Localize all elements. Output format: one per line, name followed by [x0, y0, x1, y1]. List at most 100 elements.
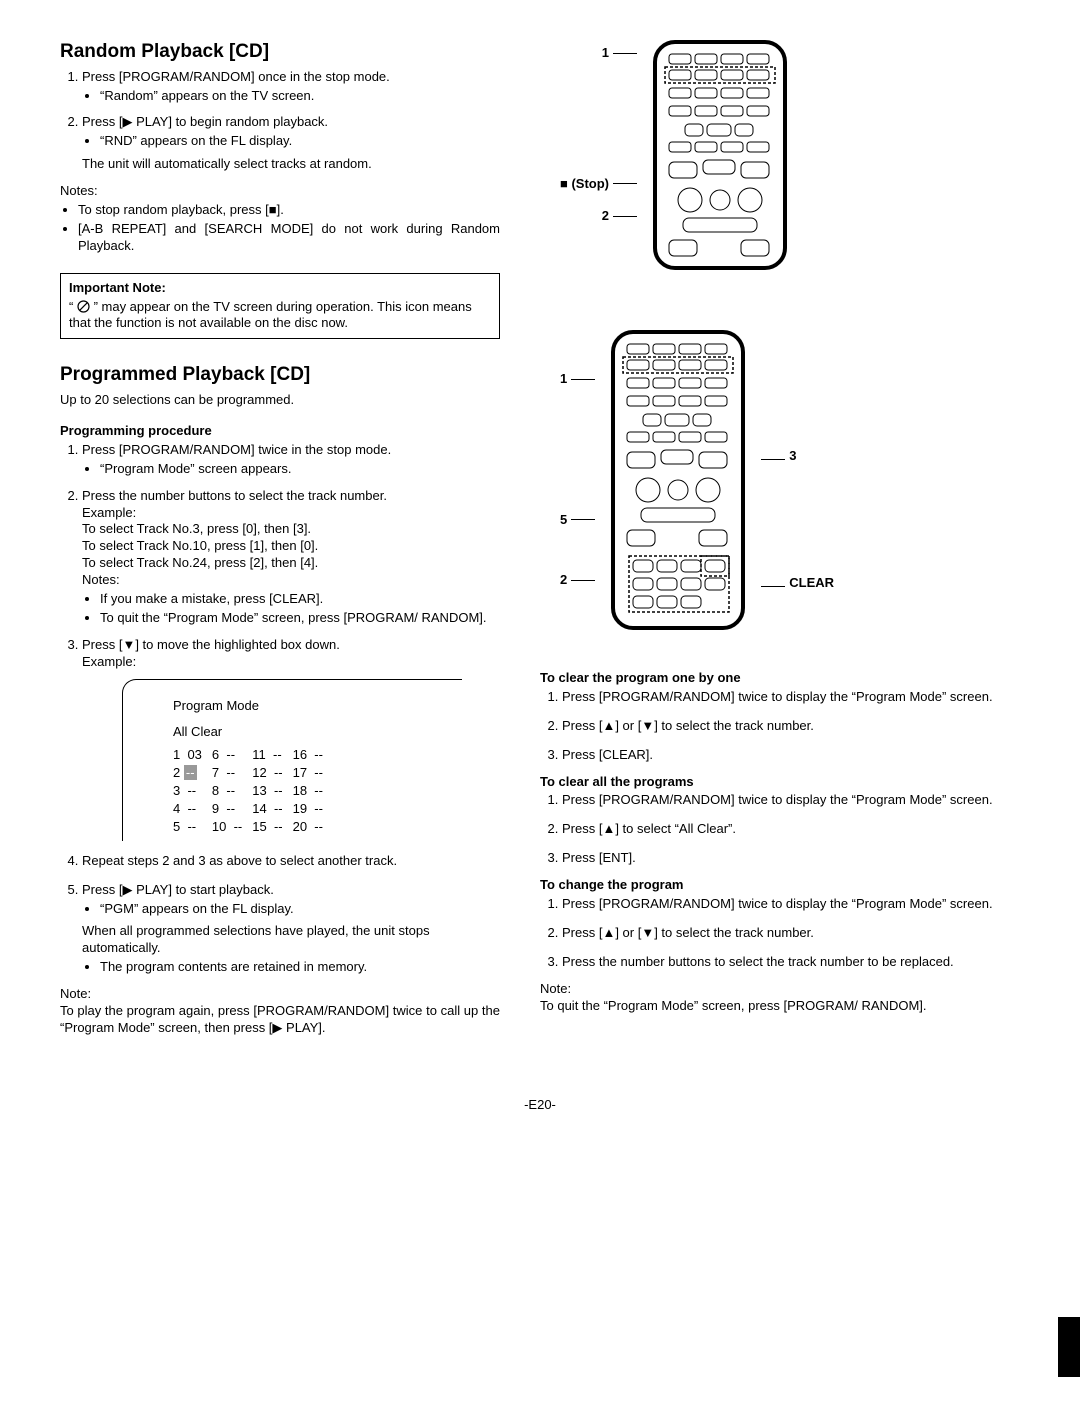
- step: Press [PROGRAM/RANDOM] twice to display …: [562, 689, 1020, 706]
- cell: 16 --: [293, 747, 333, 765]
- cell: 20 --: [293, 819, 333, 837]
- page-footer: -E20-: [60, 1097, 1020, 1114]
- label: 2: [560, 572, 567, 589]
- page: Random Playback [CD] Press [PROGRAM/RAND…: [60, 40, 1020, 1037]
- bullet: “Random” appears on the TV screen.: [100, 88, 500, 105]
- clear-all-title: To clear all the programs: [540, 774, 1020, 791]
- bullet: “RND” appears on the FL display.: [100, 133, 500, 150]
- text: Press [PROGRAM/RANDOM] twice in the stop…: [82, 442, 391, 457]
- callout-1: 1: [560, 371, 595, 388]
- note: To stop random playback, press [■].: [78, 202, 500, 219]
- change-note-label: Note:: [540, 981, 1020, 998]
- step: Press [▲] or [▼] to select the track num…: [562, 925, 1020, 942]
- step: Press [▲] to select “All Clear”.: [562, 821, 1020, 838]
- cell: 19 --: [293, 801, 333, 819]
- random-step-1: Press [PROGRAM/RANDOM] once in the stop …: [82, 69, 500, 105]
- cell: 8 --: [212, 783, 252, 801]
- text: To select Track No.10, press [1], then […: [82, 538, 318, 553]
- cell: 1 03: [173, 747, 212, 765]
- prog-step-2: Press the number buttons to select the t…: [82, 488, 500, 627]
- callout-clear: CLEAR: [761, 575, 834, 592]
- bullet: The program contents are retained in mem…: [100, 959, 500, 976]
- remote1-left-labels: 1 ■ (Stop) 2: [560, 45, 637, 226]
- remote2-right-labels: 3 CLEAR: [761, 428, 834, 592]
- programmed-intro: Up to 20 selections can be programmed.: [60, 392, 500, 409]
- text: The unit will automatically select track…: [82, 156, 500, 173]
- cell: 5 --: [173, 819, 212, 837]
- label: 1: [602, 45, 609, 62]
- bullet: “PGM” appears on the FL display.: [100, 901, 500, 918]
- step: Press [PROGRAM/RANDOM] twice to display …: [562, 896, 1020, 913]
- step: Press [ENT].: [562, 850, 1020, 867]
- callout-3: 3: [761, 448, 796, 465]
- text: Notes:: [82, 572, 120, 587]
- callout-1: 1: [602, 45, 637, 62]
- cell: 7 --: [212, 765, 252, 783]
- prog-step-1: Press [PROGRAM/RANDOM] twice in the stop…: [82, 442, 500, 478]
- text: To select Track No.3, press [0], then [3…: [82, 521, 311, 536]
- callout-2: 2: [602, 208, 637, 225]
- change-note-text: To quit the “Program Mode” screen, press…: [540, 998, 1020, 1015]
- label: 5: [560, 512, 567, 529]
- remote-diagram-1: 1 ■ (Stop) 2: [560, 40, 1020, 270]
- cell: 17 --: [293, 765, 333, 783]
- step: Press [▲] or [▼] to select the track num…: [562, 718, 1020, 735]
- callout-stop: ■ (Stop): [560, 176, 637, 193]
- note-label: Note:: [60, 986, 500, 1003]
- text: Press [PROGRAM/RANDOM] once in the stop …: [82, 69, 390, 84]
- random-step-2: Press [▶ PLAY] to begin random playback.…: [82, 114, 500, 173]
- text: Example:: [82, 505, 136, 520]
- cell: 11 --: [252, 747, 292, 765]
- step: Press [PROGRAM/RANDOM] twice to display …: [562, 792, 1020, 809]
- highlight: --: [184, 765, 197, 780]
- remote-icon: [645, 40, 795, 270]
- programmed-heading: Programmed Playback [CD]: [60, 363, 500, 388]
- table-row: 1 03 6 -- 11 -- 16 --: [173, 747, 333, 765]
- random-steps: Press [PROGRAM/RANDOM] once in the stop …: [60, 69, 500, 173]
- programming-procedure-title: Programming procedure: [60, 423, 500, 440]
- important-note-box: Important Note: “ ” may appear on the TV…: [60, 273, 500, 340]
- label: CLEAR: [789, 575, 834, 590]
- page-tab: [1058, 1317, 1080, 1377]
- clear-all-steps: Press [PROGRAM/RANDOM] twice to display …: [540, 792, 1020, 867]
- text: ” may appear on the TV screen during ope…: [69, 299, 472, 331]
- table-row: 3 -- 8 -- 13 -- 18 --: [173, 783, 333, 801]
- cell: 12 --: [252, 765, 292, 783]
- random-notes: To stop random playback, press [■]. [A-B…: [60, 202, 500, 255]
- cell: 6 --: [212, 747, 252, 765]
- label: 1: [560, 371, 567, 388]
- cell: 10 --: [212, 819, 252, 837]
- text: 2: [173, 765, 180, 780]
- important-note-text: “ ” may appear on the TV screen during o…: [69, 299, 491, 333]
- label: 3: [789, 448, 796, 463]
- text: When all programmed selections have play…: [82, 923, 500, 957]
- right-column: 1 ■ (Stop) 2: [540, 40, 1020, 1037]
- prog-step-3: Press [▼] to move the highlighted box do…: [82, 637, 500, 841]
- important-note-title: Important Note:: [69, 280, 491, 297]
- left-column: Random Playback [CD] Press [PROGRAM/RAND…: [60, 40, 500, 1037]
- text: Press [▼] to move the highlighted box do…: [82, 637, 340, 652]
- clear-one-title: To clear the program one by one: [540, 670, 1020, 687]
- cell: 4 --: [173, 801, 212, 819]
- label: 2: [602, 208, 609, 225]
- text: Example:: [82, 654, 136, 669]
- prohibit-icon: [77, 300, 90, 313]
- text: Press [▶ PLAY] to begin random playback.: [82, 114, 328, 129]
- clear-one-steps: Press [PROGRAM/RANDOM] twice to display …: [540, 689, 1020, 764]
- program-table: 1 03 6 -- 11 -- 16 -- 2 -- 7 -- 12 -- 17…: [173, 747, 333, 836]
- remote-diagram-2: 1 5 2: [560, 330, 1020, 630]
- note-text: To play the program again, press [PROGRA…: [60, 1003, 500, 1037]
- change-title: To change the program: [540, 877, 1020, 894]
- callout-2: 2: [560, 572, 595, 589]
- text: Press [▶ PLAY] to start playback.: [82, 882, 274, 897]
- callout-5: 5: [560, 512, 595, 529]
- cell: 18 --: [293, 783, 333, 801]
- prog-step-4: Repeat steps 2 and 3 as above to select …: [82, 853, 500, 870]
- change-steps: Press [PROGRAM/RANDOM] twice to display …: [540, 896, 1020, 971]
- step: Press [CLEAR].: [562, 747, 1020, 764]
- label: ■ (Stop): [560, 176, 609, 193]
- bullet: If you make a mistake, press [CLEAR].: [100, 591, 500, 608]
- cell: 9 --: [212, 801, 252, 819]
- bullet: To quit the “Program Mode” screen, press…: [100, 610, 500, 627]
- program-mode-box: Program Mode All Clear 1 03 6 -- 11 -- 1…: [122, 679, 462, 841]
